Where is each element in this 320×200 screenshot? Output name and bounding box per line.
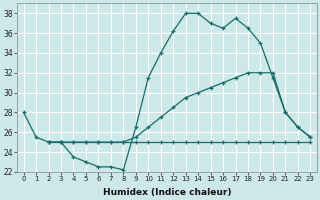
- X-axis label: Humidex (Indice chaleur): Humidex (Indice chaleur): [103, 188, 231, 197]
